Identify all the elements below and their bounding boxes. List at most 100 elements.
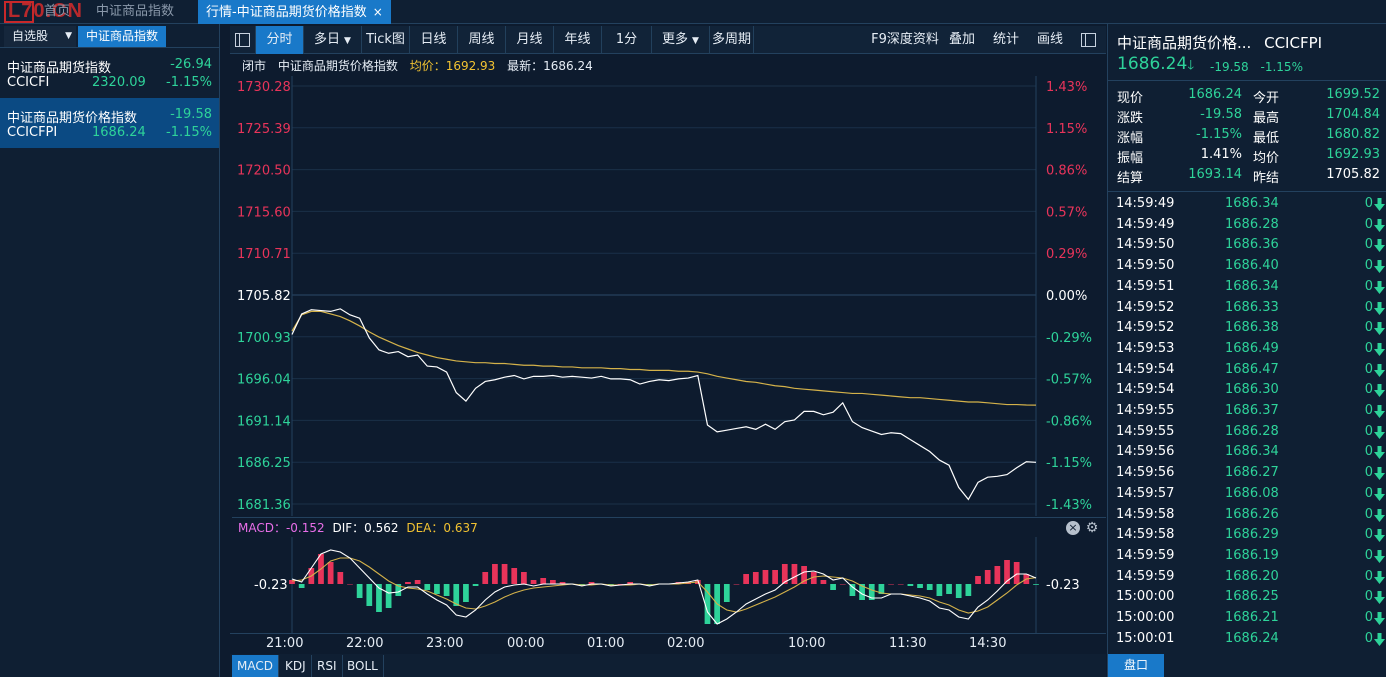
watchlist-row-selected[interactable]: 中证商品期货价格指数 -19.58 CCICFPI 1686.24 -1.15% [0,98,219,148]
quote-label: 最高 [1253,111,1280,126]
arrow-down-icon [1374,322,1385,336]
close-tab-icon[interactable]: × [372,5,383,19]
dea-line [291,557,1037,614]
pct-tick-label: 0.57% [1046,205,1087,220]
macd-bar [762,570,769,584]
latest-price-label: 最新：1686.24 [507,59,593,73]
quote-label: 结算 [1117,171,1144,186]
tick-price: 1686.40 [1225,258,1279,274]
tab-timeshare[interactable]: 分时 [256,26,304,54]
panel-toggle-button[interactable] [230,26,256,54]
tick-time: 14:59:54 [1116,382,1175,398]
price-tick-label: 1710.71 [237,247,291,262]
arrow-down-icon [1374,487,1385,501]
tab-daily[interactable]: 日线 [410,26,458,54]
price-tick-label: 1700.93 [237,331,291,346]
tick-volume: 0 [1364,320,1373,336]
macd-bar [482,572,489,584]
quote-label: 涨幅 [1117,131,1144,146]
price-line [291,308,1037,501]
time-tick: 01:00 [587,636,625,651]
tab-commodity-index[interactable]: 中证商品指数 [96,4,175,19]
tab-yearly[interactable]: 年线 [554,26,602,54]
tick-time: 15:00:01 [1116,630,1175,646]
quote-label: 振幅 [1117,151,1144,166]
macd-bar [1013,562,1020,584]
macd-bar [376,584,382,612]
tick-row: 14:59:56 1686.34 0 [1108,444,1386,465]
tick-price: 1686.28 [1225,216,1279,232]
pct-tick-label: -1.43% [1046,498,1092,513]
tick-row: 14:59:58 1686.29 0 [1108,527,1386,548]
quote-title: 中证商品期货价格... CCICFPI [1117,32,1322,53]
sidebar-toggle-icon [1081,33,1096,47]
quote-value: 1686.24 [1188,87,1242,102]
tick-volume: 0 [1364,568,1373,584]
macd-bar [801,566,807,584]
arrow-down-icon: 🡓 [1187,58,1195,73]
macd-bar [521,572,527,584]
pct-tick-label: 0.86% [1046,164,1087,179]
more-dropdown[interactable]: 更多 ▼ [652,26,710,54]
pct-tick-label: 1.43% [1046,80,1087,95]
macd-chart[interactable]: -0.23 -0.23 [230,537,1106,633]
price-tick-label: 1681.36 [237,498,291,513]
tick-row: 14:59:49 1686.34 0 [1108,196,1386,217]
macd-bar [550,580,556,584]
panel-toggle-right-button[interactable] [1076,26,1106,54]
tick-volume: 0 [1364,547,1373,563]
top-tab-bar: L70.CN 首页 中证商品指数 行情-中证商品期货价格指数 × [0,0,1386,24]
macd-bar [298,584,305,588]
tab-kdj[interactable]: KDJ [280,655,312,677]
tab-boll[interactable]: BOLL [342,655,384,677]
overlay-button[interactable]: 叠加 [948,32,975,47]
tab-commodity-list[interactable]: 中证商品指数 [78,26,167,47]
tick-row: 14:59:50 1686.40 0 [1108,258,1386,279]
timeshare-chart[interactable]: 1730.28 1.43% 1725.39 1.15% 1720.50 0.86% 1715… [230,76,1106,516]
tick-time: 14:59:51 [1116,278,1175,294]
gear-icon[interactable]: ⚙ [1085,520,1099,536]
tab-home[interactable]: 首页 [44,4,71,19]
arrow-down-icon [1374,280,1385,294]
watchlist-dropdown[interactable]: 自选股 ▼ [4,26,76,47]
macd-bar [414,580,421,584]
tab-multiperiod[interactable]: 多周期 [710,26,754,54]
more-label: 更多 [662,32,689,47]
tab-1min[interactable]: 1分 [602,26,652,54]
f9-depth-button[interactable]: F9深度资料 [871,32,939,47]
tab-tick[interactable]: Tick图 [362,26,410,54]
tab-weekly[interactable]: 周线 [458,26,506,54]
macd-bar [501,564,508,584]
tick-price: 1686.47 [1225,361,1279,377]
drawing-button[interactable]: 画线 [1036,32,1063,47]
macd-bar [849,584,856,596]
macd-bar [289,580,295,584]
tick-list[interactable]: 14:59:49 1686.34 0 14:59:49 1686.28 0 14:59:50… [1108,196,1386,652]
arrow-down-icon [1374,301,1385,315]
arrow-down-icon [1374,549,1385,563]
tab-macd[interactable]: MACD [232,655,279,677]
tab-multiday[interactable]: 多日 ▼ [304,26,362,54]
macd-bar [1033,584,1039,585]
tab-monthly[interactable]: 月线 [506,26,554,54]
instrument-price: 1686.24 [92,125,146,140]
watchlist-row[interactable]: 中证商品期货指数 -26.94 CCICFI 2320.09 -1.15% [0,48,219,98]
arrow-down-icon [1374,425,1385,439]
macd-bar [327,562,334,584]
statistics-button[interactable]: 统计 [992,32,1019,47]
tab-quote-active[interactable]: 行情-中证商品期货价格指数 × [198,0,391,24]
close-indicator-icon[interactable]: × [1066,521,1080,535]
tab-rsi[interactable]: RSI [312,655,343,677]
order-book-button[interactable]: 盘口 [1108,654,1164,677]
tick-price: 1686.34 [1225,196,1279,211]
macd-bar [472,584,479,586]
avg-price-line [291,310,1037,406]
tick-price: 1686.08 [1225,485,1279,501]
macd-bar [617,584,624,585]
tick-price: 1686.38 [1225,320,1279,336]
tick-time: 14:59:59 [1116,568,1175,584]
time-axis: 21:00 22:00 23:00 00:00 01:00 02:00 10:0… [230,633,1106,653]
watermark-logo: L70.CN [8,0,83,22]
macd-bar [443,584,450,596]
